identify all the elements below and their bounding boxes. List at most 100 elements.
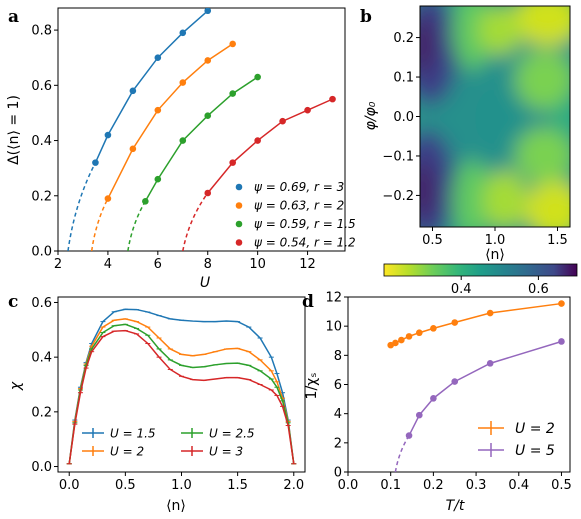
panel-c-ytick-label: 0.0	[31, 460, 52, 475]
panel-c-legend-label: U = 2.5	[209, 427, 255, 441]
panel-a-series-3-point	[329, 95, 336, 103]
panel-a-series-3-extrapolation	[182, 192, 209, 251]
panel-d-series-0-point	[430, 325, 437, 332]
panel-a-series-0-line	[94, 10, 209, 163]
panel-a-series-0-point	[92, 159, 99, 166]
panel-d-legend-label: U = 5	[515, 443, 555, 459]
panel-c-xtick-label: 1.5	[227, 478, 248, 493]
panel-a-legend-marker	[235, 183, 243, 191]
panel-d-series-1-line	[408, 340, 562, 436]
panel-d-ytick-label: 12	[325, 291, 342, 306]
panel-a-legend: ψ = 0.69, r = 3 ψ = 0.63, r = 2 ψ = 0.59, …	[235, 180, 356, 250]
panel-d-xtick-label: 0.5	[551, 478, 572, 493]
panel-a-series-1-point	[129, 145, 137, 153]
colorbar-tick-label: 0.4	[451, 282, 472, 297]
panel-a-series-2-point	[229, 90, 236, 97]
panel-a-legend-marker	[235, 202, 243, 209]
panel-d-series-1-extrapolation	[394, 435, 410, 472]
panel-a-legend-marker	[235, 239, 243, 246]
panel-d-xtick-label: 0.0	[338, 478, 359, 493]
panel-a-series-0-point	[154, 54, 162, 62]
panel-d-xtick-label: 0.1	[380, 478, 401, 493]
panel-c-legend: U = 1.5 U = 2 U = 2.5 U = 3	[82, 427, 255, 459]
panel-label-a: a	[8, 7, 19, 27]
panel-d-xtick-label: 0.2	[423, 478, 444, 493]
panel-c-ytick-label: 0.2	[31, 405, 52, 420]
panel-a-series-2-line	[144, 76, 259, 202]
panel-a-series-2-point	[142, 197, 149, 205]
panel-a-xtick-label: 2	[54, 257, 62, 272]
panel-b-ytick-label: −0.2	[382, 189, 414, 204]
panel-d-series-0-point	[451, 319, 459, 326]
panel-a-ytick-label: 0.6	[31, 79, 52, 94]
panel-a-ytick-label: 0.8	[31, 24, 52, 39]
panel-a-series-1-point	[204, 57, 212, 64]
panel-a-series-0-point	[179, 29, 187, 37]
panel-a-series-1-point	[154, 106, 162, 114]
panel-b-xlabel: ⟨n⟩	[485, 247, 505, 263]
panel-d-ytick-label: 8	[334, 349, 342, 364]
panel-a-series-1-point	[229, 40, 236, 48]
panel-c-legend-label: U = 1.5	[110, 427, 156, 441]
panel-c-series-1-line	[68, 318, 295, 464]
panel-label-c: c	[8, 292, 18, 312]
panel-a-series-0-point	[104, 131, 112, 139]
panel-a-xtick-label: 12	[299, 257, 316, 272]
panel-b-ytick-label: 0.2	[393, 31, 414, 46]
panel-a-series-0-point	[204, 8, 212, 15]
panel-b-xtick-label: 1.0	[485, 233, 506, 248]
panel-d-ytick-label: 4	[334, 407, 342, 422]
panel-d-xtick-label: 0.4	[508, 478, 529, 493]
panel-d-ytick-label: 0	[334, 466, 342, 481]
panel-a-xlabel: U	[200, 275, 210, 291]
heatmap-image	[420, 6, 570, 227]
panel-d-xlabel: T/t	[446, 498, 465, 514]
panel-c-frame	[57, 296, 306, 473]
panel-c-legend-label: U = 2	[110, 445, 144, 459]
panel-a-series-0-point	[129, 87, 137, 95]
panel-d-xtick-label: 0.3	[466, 478, 487, 493]
panel-a-legend-label: ψ = 0.54, r = 1.2	[254, 236, 356, 250]
panel-c-ytick-label: 0.6	[31, 296, 52, 311]
panel-b-ytick-label: −0.1	[382, 149, 414, 164]
panel-a-series-2-point	[154, 175, 162, 183]
panel-a-series-1-point	[179, 79, 187, 86]
panel-c-xtick-label: 0.0	[59, 478, 80, 493]
panel-b-ylabel: φ/φ₀	[363, 101, 379, 130]
panel-c-ytick-label: 0.4	[31, 351, 52, 366]
panel-d-ylabel: 1/χₛ	[304, 373, 320, 400]
panel-d-series-1-point	[558, 338, 565, 345]
panel-d-series-0-point	[398, 336, 405, 344]
panel-d-series-0-point	[558, 300, 565, 307]
panel-a-ylabel: Δ(⟨n⟩ = 1)	[6, 95, 22, 165]
panel-a-series-3-point	[279, 117, 286, 125]
panel-a-xtick-label: 8	[204, 257, 212, 272]
panel-a-series-0-extrapolation	[67, 162, 97, 251]
panel-a-frame	[57, 7, 346, 252]
panel-d-series-0-point	[392, 339, 399, 347]
panel-a-xtick-label: 6	[154, 257, 162, 272]
panel-d-legend: U = 2 U = 5	[478, 421, 555, 459]
panel-c-xlabel: ⟨n⟩	[166, 498, 186, 514]
panel-a-series-1-line	[107, 43, 234, 199]
panel-a-ytick-label: 0.0	[31, 245, 52, 260]
panel-c-xtick-label: 0.5	[115, 478, 136, 493]
panel-a-series-1-extrapolation	[90, 198, 109, 251]
panel-b: 0.5 1.0 1.5 0.2 0.1 0.0 −0.1 −0.2 ⟨n⟩ φ/φ₀ 0.4 0…	[363, 5, 578, 297]
panel-b-ytick-label: 0.1	[393, 71, 414, 86]
panel-a-ytick-label: 0.2	[31, 189, 52, 204]
panel-c-xtick-label: 1.0	[171, 478, 192, 493]
panel-a-xtick-label: 10	[249, 257, 266, 272]
colorbar-tick-label: 0.6	[528, 282, 549, 297]
panel-a-series-3-point	[204, 189, 212, 197]
panel-c-series-2-line	[68, 323, 295, 464]
panel-c: 0.0 0.5 1.0 1.5 2.0 0.0 0.2 0.4 0.6 ⟨n⟩ χ U = 1.…	[8, 296, 306, 514]
panel-d-series-1-point	[415, 411, 423, 419]
panel-d-series-1-point	[486, 360, 494, 367]
panel-d-ytick-label: 6	[334, 378, 342, 393]
panel-label-b: b	[360, 7, 372, 27]
panel-a-xtick-label: 4	[104, 257, 112, 272]
panel-a-series-3-point	[229, 159, 236, 166]
panel-b-xtick-label: 0.5	[422, 233, 443, 248]
